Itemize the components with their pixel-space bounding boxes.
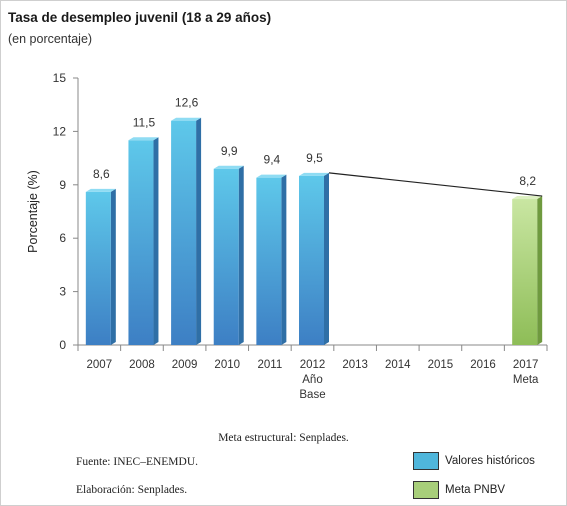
bar-2010-side	[238, 165, 244, 345]
y-tick-label-12: 12	[53, 124, 67, 138]
x-sublabel-2012-1: Base	[299, 389, 325, 401]
bar-2010-top	[213, 165, 244, 169]
bar-2007-side	[110, 188, 116, 345]
bar-2009	[171, 120, 197, 345]
x-sublabel-2017-0: Meta	[513, 374, 539, 386]
data-label-2008: 11,5	[133, 115, 156, 129]
legend-item-meta: Meta PNBV	[413, 479, 505, 501]
data-label-2017: 8,2	[519, 174, 536, 188]
bar-chart: 0 3 6 9 12 15 Porcentaje (%) 2007 2008 2009 2010 20…	[26, 71, 548, 401]
trend-line	[328, 172, 543, 197]
data-label-2012: 9,5	[306, 151, 323, 165]
y-axis-title: Porcentaje (%)	[26, 170, 40, 253]
legend-swatch-meta	[413, 481, 439, 499]
chart-title: Tasa de desempleo juvenil (18 a 29 años)	[8, 10, 272, 25]
data-label-2009: 12,6	[175, 96, 199, 110]
bar-2017	[512, 199, 538, 345]
x-tick-label-2009: 2009	[172, 359, 198, 371]
legend-swatch-historicos	[413, 452, 439, 470]
data-label-2010: 9,9	[221, 144, 238, 158]
bar-2009-top	[171, 117, 202, 121]
x-tick-label-2010: 2010	[214, 359, 240, 371]
y-tick-label-6: 6	[59, 231, 66, 245]
bar-2011	[256, 177, 282, 345]
x-tick-label-2008: 2008	[129, 359, 155, 371]
legend-label-historicos: Valores históricos	[445, 455, 535, 467]
bar-2012-top	[299, 172, 329, 176]
bar-2012	[299, 175, 324, 345]
x-sublabel-2012-0: Año	[302, 374, 322, 386]
bar-2012-side	[324, 172, 329, 345]
x-tick-label-2013: 2013	[342, 359, 368, 371]
x-tick-label-2015: 2015	[428, 359, 454, 371]
y-tick-label-15: 15	[53, 71, 67, 85]
chart-subtitle: (en porcentaje)	[8, 32, 93, 46]
bar-2008-top	[128, 137, 159, 141]
bar-2017-top	[512, 196, 543, 200]
chart-caption: Meta estructural: Senplades.	[218, 432, 349, 444]
y-tick-label-0: 0	[59, 338, 66, 352]
bar-2017-side	[537, 196, 543, 345]
x-tick-label-2007: 2007	[87, 359, 113, 371]
x-tick-label-2011: 2011	[257, 359, 282, 371]
data-label-2007: 8,6	[93, 167, 110, 181]
bar-2011-side	[281, 174, 287, 345]
bar-2007	[85, 191, 111, 345]
bar-2011-top	[256, 174, 287, 178]
bar-2007-top	[85, 188, 116, 192]
bar-2009-side	[196, 117, 202, 345]
y-tick-label-9: 9	[59, 178, 66, 192]
bar-2008-side	[153, 137, 159, 345]
x-tick-label-2016: 2016	[470, 359, 496, 371]
elaboration-note: Elaboración: Senplades.	[76, 484, 188, 496]
x-tick-label-2017: 2017	[513, 359, 539, 371]
legend-item-historicos: Valores históricos	[413, 450, 535, 472]
x-tick-label-2012: 2012	[300, 359, 326, 371]
y-tick-label-3: 3	[59, 285, 66, 299]
legend-label-meta: Meta PNBV	[445, 484, 506, 496]
bar-2008	[128, 140, 154, 345]
x-tick-label-2014: 2014	[385, 359, 411, 371]
data-label-2011: 9,4	[264, 153, 281, 167]
source-note: Fuente: INEC–ENEMDU.	[76, 456, 199, 468]
bar-2010	[213, 168, 239, 345]
